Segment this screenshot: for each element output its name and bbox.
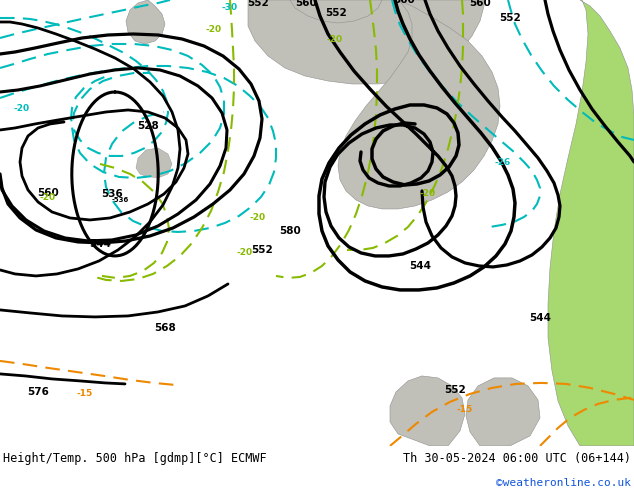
Text: -20: -20 [206,25,222,34]
Text: 552: 552 [444,385,466,395]
Text: 552: 552 [325,8,347,18]
Text: -20: -20 [14,104,30,114]
Text: -20: -20 [327,35,343,45]
Text: 528: 528 [137,121,159,131]
Polygon shape [548,0,634,446]
Text: -536: -536 [112,197,129,203]
Text: -20: -20 [40,194,56,202]
Text: 568: 568 [154,323,176,333]
Text: -20: -20 [237,248,253,257]
Text: -15: -15 [77,390,93,398]
Text: 552: 552 [247,0,269,8]
Polygon shape [390,376,465,446]
Polygon shape [290,0,382,23]
Polygon shape [338,0,500,209]
Text: 536: 536 [101,189,123,199]
Text: 544: 544 [529,313,551,323]
Text: -15: -15 [457,405,473,415]
Text: ©weatheronline.co.uk: ©weatheronline.co.uk [496,478,631,488]
Text: 560: 560 [295,0,317,8]
Text: 560: 560 [393,0,415,5]
Text: -30: -30 [222,3,238,13]
Text: 580: 580 [279,226,301,236]
Text: -20: -20 [250,214,266,222]
Text: 544: 544 [409,261,431,271]
Polygon shape [136,148,172,178]
Text: 544: 544 [89,239,111,249]
Text: 552: 552 [499,13,521,23]
Text: Height/Temp. 500 hPa [gdmp][°C] ECMWF: Height/Temp. 500 hPa [gdmp][°C] ECMWF [3,452,267,465]
Text: -26: -26 [495,158,511,168]
Text: 560: 560 [37,188,59,198]
Text: 576: 576 [27,387,49,397]
Polygon shape [466,378,540,446]
Polygon shape [248,0,484,84]
Text: 560: 560 [469,0,491,8]
Text: -20: -20 [420,190,436,198]
Polygon shape [126,0,165,44]
Text: 552: 552 [251,245,273,255]
Text: Th 30-05-2024 06:00 UTC (06+144): Th 30-05-2024 06:00 UTC (06+144) [403,452,631,465]
